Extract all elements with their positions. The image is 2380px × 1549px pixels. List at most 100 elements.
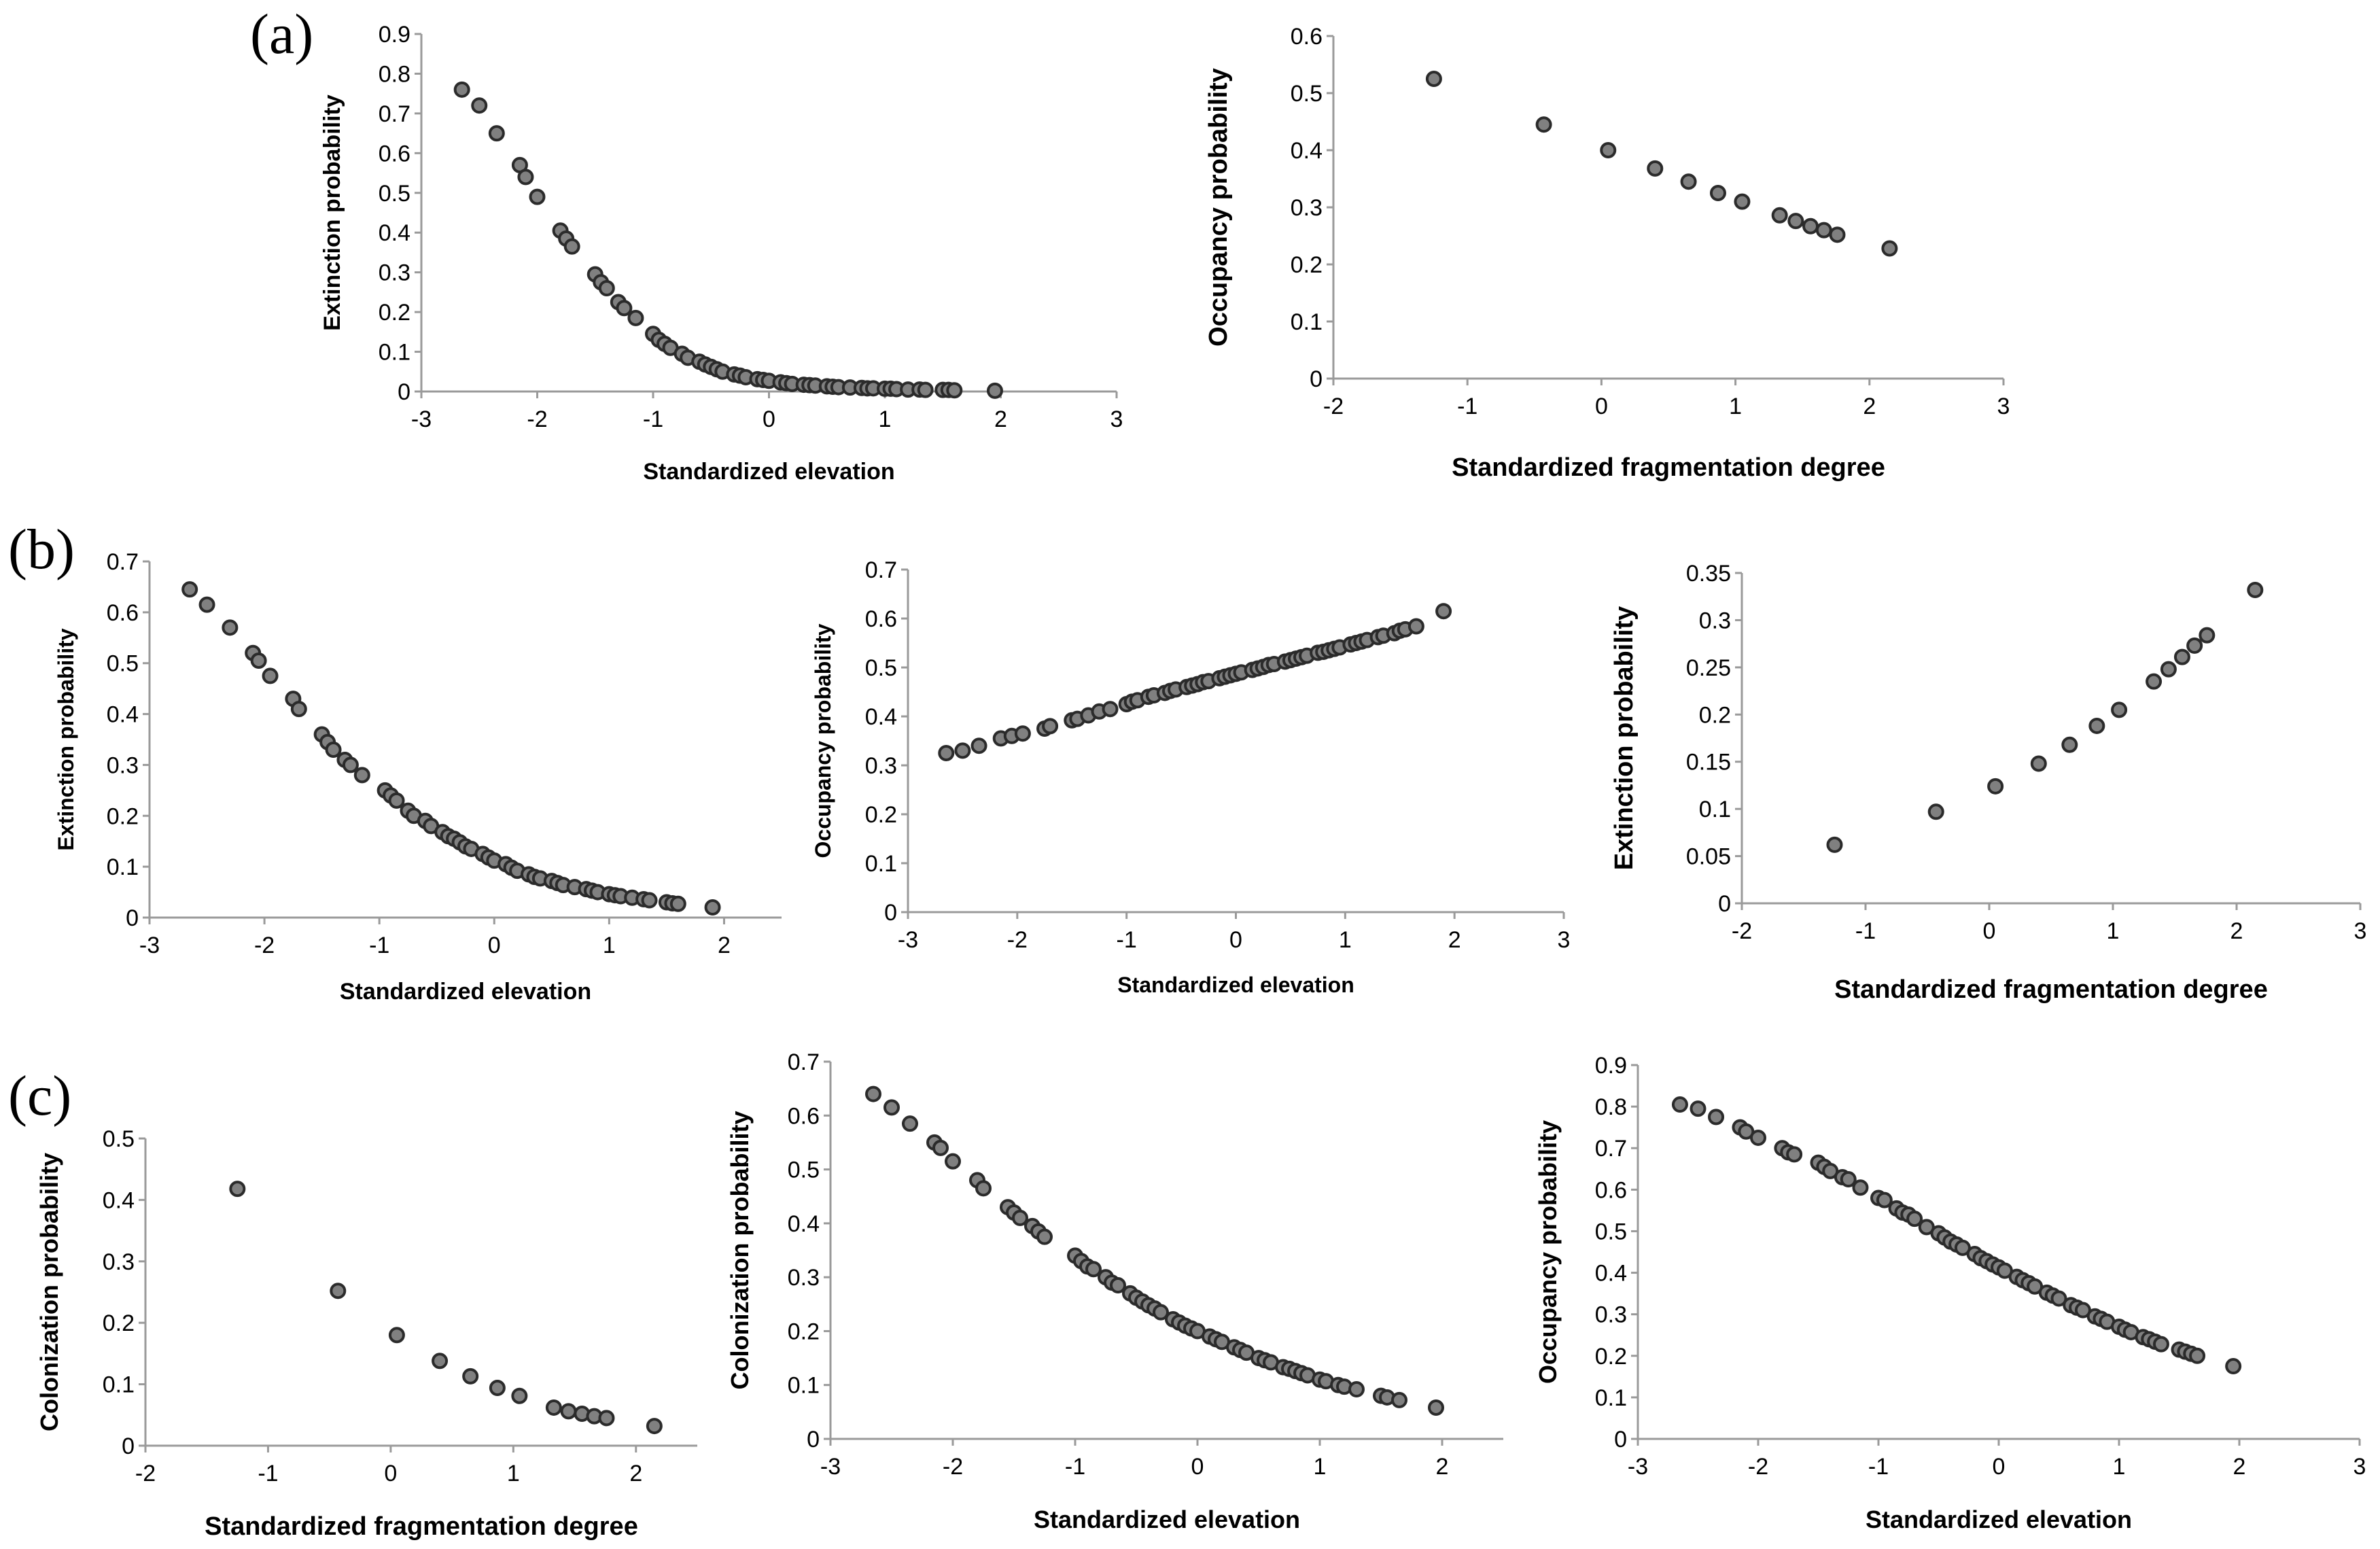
data-point [883,1099,900,1116]
y-tick-label: 0.2 [865,802,897,828]
data-point [262,667,279,684]
x-tick-label: -2 [527,406,547,432]
y-tick-label: 0.5 [788,1158,820,1183]
x-tick-label: 0 [1993,1454,2006,1480]
y-tick-label: 0.6 [107,600,139,626]
chart-4: 0 0.1 0.2 0.3 0.4 0.5 0.6 0.7 -3 -2 -1 0 1 2 3 Standard… [811,557,1570,997]
y-tick-label: 0 [126,905,139,931]
y-tick-label: 0.5 [865,655,897,681]
data-point [2152,1336,2169,1353]
data-point [902,1115,918,1132]
data-point [646,1418,663,1435]
data-point [325,741,342,758]
data-point [388,1327,405,1344]
data-point [954,742,971,759]
x-tick-label: 2 [2233,1454,2246,1480]
data-point [2173,648,2190,665]
y-tick-label: 0.1 [1699,797,1731,822]
y-tick-label: 0 [1310,366,1323,392]
x-tick-label: -2 [1732,918,1752,944]
y-tick-label: 0 [1614,1427,1627,1452]
data-point [1840,1171,1857,1188]
x-tick-label: -1 [1868,1454,1889,1480]
data-point [627,309,644,326]
data-point [2225,1358,2242,1375]
x-axis-title: Standardized elevation [1866,1506,2132,1533]
data-point [330,1283,347,1300]
data-point [1771,207,1788,224]
chart-3: 0 0.1 0.2 0.3 0.4 0.5 0.6 0.7 -3 -2 -1 0 1 2 Standardi… [54,549,782,1005]
x-axis-title: Standardized elevation [1117,973,1354,997]
data-point [975,1180,992,1197]
y-tick-label: 0.5 [379,181,410,207]
y-tick-label: 0.4 [103,1187,135,1213]
x-tick-label: -2 [254,933,275,958]
data-point [598,280,615,297]
x-tick-label: 1 [2107,918,2120,944]
data-point [669,895,686,912]
panel-label-a: (a) [250,3,313,66]
y-tick-label: 0.1 [1595,1385,1627,1411]
data-point [1881,240,1898,257]
x-tick-label: 3 [1558,927,1571,953]
y-tick-label: 0.6 [788,1103,820,1129]
chart-1: 0 0.1 0.2 0.3 0.4 0.5 0.6 0.7 0.8 0.9 -3 -2 -1 0 1 2 3 St… [319,22,1123,485]
data-point [1671,1096,1688,1113]
data-point [1600,142,1617,158]
data-point [229,1181,246,1198]
data-point [563,238,580,255]
x-tick-label: -3 [1628,1454,1648,1480]
x-axis-title: Standardized elevation [1034,1506,1300,1533]
y-tick-label: 0.4 [788,1211,820,1237]
data-point [1428,1399,1444,1416]
y-axis-title: Extinction probability [1610,606,1639,870]
y-tick-label: 0.4 [107,702,139,728]
x-tick-label: 1 [1314,1454,1327,1480]
y-axis-title: Extinction probability [54,628,78,850]
x-tick-label: 1 [1729,394,1742,419]
x-tick-label: 1 [507,1461,520,1486]
data-point [388,792,405,809]
x-tick-label: 0 [1595,394,1608,419]
data-point [181,581,198,598]
y-tick-label: 0.1 [107,854,139,880]
chart-8: 0 0.1 0.2 0.3 0.4 0.5 0.6 0.7 0.8 0.9 -3 -2 -1 0 1 2 3 St… [1534,1053,2366,1533]
y-tick-label: 0.1 [788,1373,820,1399]
y-tick-label: 0.05 [1686,844,1731,870]
data-point [616,300,633,317]
y-tick-label: 0.3 [1699,608,1731,633]
y-tick-label: 0.1 [379,340,410,366]
data-point [1690,1100,1707,1117]
data-point [453,81,470,98]
data-point [2199,627,2216,644]
data-point [1425,71,1442,87]
data-point [945,1153,961,1170]
x-tick-label: 2 [1448,927,1461,953]
data-point [1852,1179,1869,1196]
x-tick-label: -1 [258,1461,278,1486]
data-point [342,756,359,773]
x-tick-label: -2 [943,1454,963,1480]
y-axis-title: Colonization probability [726,1111,754,1390]
y-tick-label: 0.3 [1291,195,1323,221]
x-tick-label: 0 [384,1461,397,1486]
x-tick-label: -3 [898,927,918,953]
y-tick-label: 0 [122,1433,135,1459]
x-tick-label: -3 [411,406,432,432]
data-point [529,188,546,205]
x-tick-label: 0 [1229,927,1242,953]
data-point [560,1403,577,1420]
data-point [432,1353,449,1370]
y-tick-label: 0.9 [1595,1053,1627,1079]
y-tick-label: 0.6 [1291,24,1323,50]
y-tick-label: 0.7 [1595,1136,1627,1162]
y-tick-label: 0.7 [107,549,139,575]
y-tick-label: 0.9 [379,22,410,48]
data-point [2030,755,2047,772]
y-tick-label: 0 [398,379,410,405]
data-point [1102,701,1119,718]
y-tick-label: 0.5 [1595,1219,1627,1245]
chart-2: 0 0.1 0.2 0.3 0.4 0.5 0.6 -2 -1 0 1 2 3 Standardized … [1204,24,2010,482]
x-tick-label: -2 [1748,1454,1768,1480]
data-point [1407,618,1424,635]
